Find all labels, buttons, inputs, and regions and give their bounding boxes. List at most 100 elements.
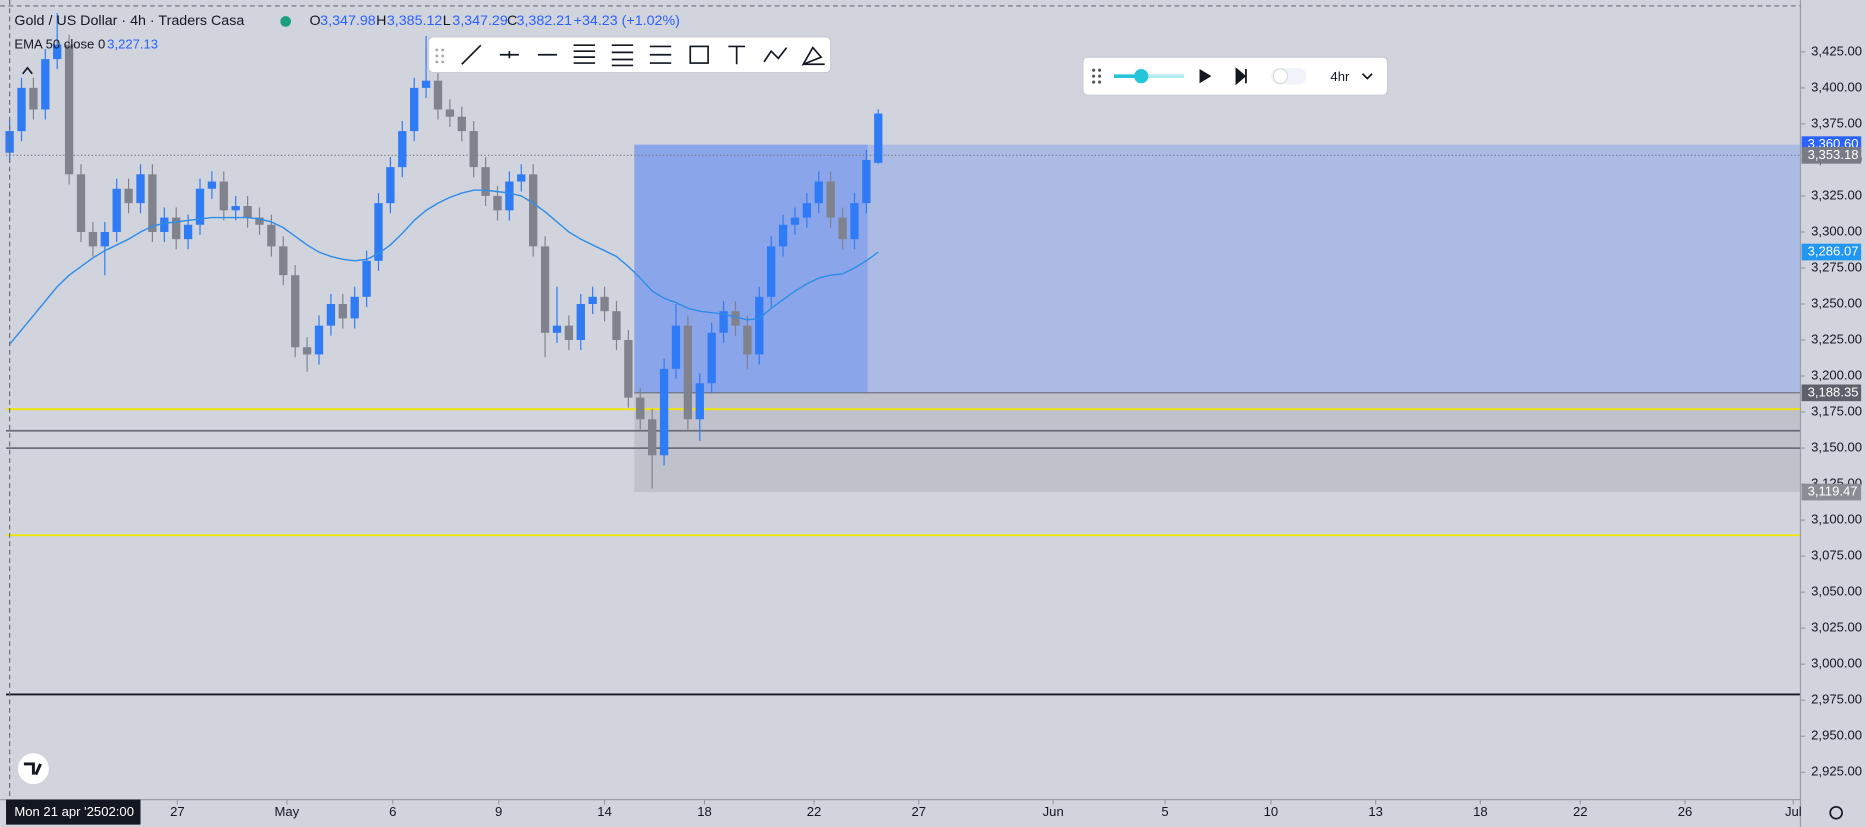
collapse-button[interactable] (22, 66, 33, 75)
ohlc-value: 3,385.12 (387, 13, 443, 29)
candle-body (302, 347, 312, 355)
logo-mark (23, 762, 42, 776)
candle-body (100, 231, 109, 247)
price-label-bg (1801, 384, 1862, 402)
interval[interactable]: 4hr (1330, 69, 1350, 84)
change: +34.23 (+1.02%) (574, 13, 680, 29)
candle-body (695, 383, 704, 420)
x-tick-label: 5 (1161, 804, 1168, 819)
candle-body (267, 224, 276, 247)
y-tick-label: 2,950.00 (1811, 728, 1862, 743)
candle-body (719, 311, 728, 333)
y-tick-label: 3,375.00 (1811, 115, 1862, 130)
candle-body (469, 131, 478, 168)
candle-body (314, 325, 324, 355)
indicator-name: EMA 50 close 0 (14, 37, 105, 52)
x-tick-label: 10 (1264, 804, 1279, 819)
trend-line-tool[interactable] (461, 44, 482, 65)
candle-body (421, 80, 431, 88)
candle-body (183, 224, 193, 240)
x-tick-label: 6 (389, 804, 396, 819)
candle-body (64, 44, 74, 175)
candle-body (124, 188, 133, 204)
path-tool[interactable] (763, 47, 788, 63)
candle-body (445, 109, 455, 117)
toggle-knob (1272, 68, 1289, 84)
candle-body (576, 304, 585, 341)
x-tick-label: 18 (697, 804, 712, 819)
x-tick-label: Jul (1785, 804, 1802, 819)
x-tick-label: 27 (911, 804, 926, 819)
candle-body (279, 246, 288, 276)
ohlc-value: 3,382.21 (517, 13, 573, 29)
y-tick-label: 2,975.00 (1811, 692, 1862, 707)
crosshair-time-bg (6, 799, 141, 825)
candle-body (862, 159, 871, 204)
candle-body (207, 181, 217, 189)
candle-body (53, 44, 62, 60)
ohlc-key: H (376, 13, 386, 29)
candle-body (160, 217, 169, 232)
candle-body (195, 188, 205, 225)
horizontal-ray-tool[interactable] (499, 51, 519, 59)
y-tick-label: 3,175.00 (1811, 404, 1862, 419)
candle-body (398, 131, 407, 168)
candle-body (410, 87, 419, 132)
x-tick-label: 14 (597, 804, 612, 819)
play-button[interactable] (1199, 69, 1212, 84)
x-tick-label: 22 (807, 804, 822, 819)
y-tick-label: 3,250.00 (1811, 295, 1862, 310)
candle-body (148, 174, 157, 232)
candle-body (778, 224, 788, 247)
price-label: 3,286.07 (1808, 243, 1859, 258)
candle-body (338, 304, 347, 319)
fib-tool[interactable] (573, 44, 596, 64)
y-tick-label: 3,100.00 (1811, 512, 1862, 527)
candle-body (88, 231, 98, 247)
indicator-value: 3,227.13 (107, 37, 158, 52)
x-tick-label: 13 (1368, 804, 1383, 819)
speed-knob[interactable] (1134, 69, 1149, 84)
candle-body (850, 203, 859, 240)
replay-drag[interactable] (1092, 68, 1102, 84)
candle-body (671, 325, 681, 369)
x-tick-label: 18 (1473, 804, 1488, 819)
y-tick-label: 3,275.00 (1811, 259, 1862, 274)
x-tick-label: Jun (1043, 804, 1064, 819)
candle-body (374, 203, 383, 261)
interval-chevron[interactable] (1361, 73, 1373, 80)
axes: 3,425.003,400.003,375.003,350.003,325.00… (170, 43, 1862, 819)
replay-widget: 4hr (1082, 56, 1389, 96)
price-label-bg (1801, 483, 1862, 501)
drag-handle[interactable] (435, 48, 445, 64)
y-tick-label: 3,050.00 (1811, 584, 1862, 599)
candle-body (326, 304, 336, 326)
candle-body (838, 217, 847, 240)
step-button[interactable] (1235, 67, 1247, 86)
candle-body (874, 113, 883, 163)
ema-line (9, 189, 879, 345)
candle-body (231, 206, 240, 211)
text-tool[interactable] (728, 45, 745, 65)
candle-body (624, 340, 633, 398)
pitchfork-tool[interactable] (649, 45, 672, 64)
settings-button[interactable] (1829, 805, 1843, 820)
candle-body (481, 167, 490, 196)
candle-body (17, 87, 26, 132)
candle-body (386, 167, 395, 204)
candle-body (826, 181, 835, 218)
ohlc-value: 3,347.98 (320, 13, 376, 29)
ohlc-key: C (507, 13, 517, 29)
y-tick-label: 3,400.00 (1811, 79, 1862, 94)
fib-channel-tool[interactable] (611, 44, 634, 67)
candle-body (767, 246, 776, 297)
rectangle-tool[interactable] (689, 45, 709, 64)
candle-body (29, 87, 38, 110)
candle-body (540, 246, 550, 333)
price-label: 3,188.35 (1808, 384, 1859, 399)
brush-tool[interactable] (801, 46, 825, 66)
candle-body (814, 181, 823, 204)
y-tick-label: 3,150.00 (1811, 440, 1862, 455)
candle-body (172, 217, 181, 240)
x-tick-label: 27 (170, 804, 185, 819)
